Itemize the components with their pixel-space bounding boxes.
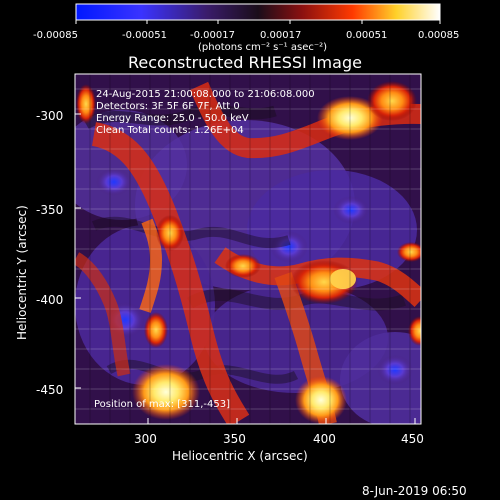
- colorbar-units: (photons cm⁻² s⁻¹ asec⁻²): [198, 42, 327, 53]
- y-tick-minus-300: -300: [36, 109, 63, 123]
- x-axis-label: Heliocentric X (arcsec): [172, 449, 308, 463]
- info-line-2: Detectors: 3F 5F 6F 7F, Att 0: [96, 101, 240, 112]
- x-tick-300: 300: [134, 432, 157, 446]
- position-of-max-label: Position of max: [311,-453]: [94, 399, 230, 410]
- y-axis-label: Heliocentric Y (arcsec): [15, 205, 29, 340]
- x-tick-450: 450: [401, 432, 424, 446]
- x-axis: 300 350 400 450 Heliocentric X (arcsec): [134, 418, 424, 463]
- info-line-3: Energy Range: 25.0 - 50.0 keV: [96, 113, 249, 124]
- plot-title: Reconstructed RHESSI Image: [128, 53, 362, 72]
- plot-frame: [74, 73, 422, 425]
- y-tick-minus-450: -450: [36, 383, 63, 397]
- info-line-4: Clean Total counts: 1.26E+04: [96, 125, 244, 136]
- x-tick-350: 350: [223, 432, 246, 446]
- colorbar-label-4: 0.00051: [346, 30, 387, 41]
- generation-timestamp: 8-Jun-2019 06:50: [362, 484, 467, 498]
- colorbar-label-2: -0.00017: [190, 30, 235, 41]
- colorbar-gradient: [75, 3, 441, 21]
- x-tick-400: 400: [313, 432, 336, 446]
- info-line-1: 24-Aug-2015 21:00:08.000 to 21:06:08.000: [96, 89, 315, 100]
- y-tick-minus-350: -350: [36, 203, 63, 217]
- y-axis: -300 -350 -400 -450 Heliocentric Y (arcs…: [15, 109, 81, 397]
- image-annotation-block: 24-Aug-2015 21:00:08.000 to 21:06:08.000…: [94, 89, 315, 410]
- colorbar-label-3: 0.00017: [260, 30, 301, 41]
- y-tick-minus-400: -400: [36, 293, 63, 307]
- plot-background: [75, 74, 421, 424]
- colorbar-label-5: 0.00085: [418, 30, 459, 41]
- colorbar: -0.00085 -0.00051 -0.00017 0.00017 0.000…: [33, 3, 459, 53]
- colorbar-label-0: -0.00085: [33, 30, 78, 41]
- plot-area: [74, 73, 422, 425]
- colorbar-label-1: -0.00051: [122, 30, 167, 41]
- rhessi-image: [75, 74, 421, 424]
